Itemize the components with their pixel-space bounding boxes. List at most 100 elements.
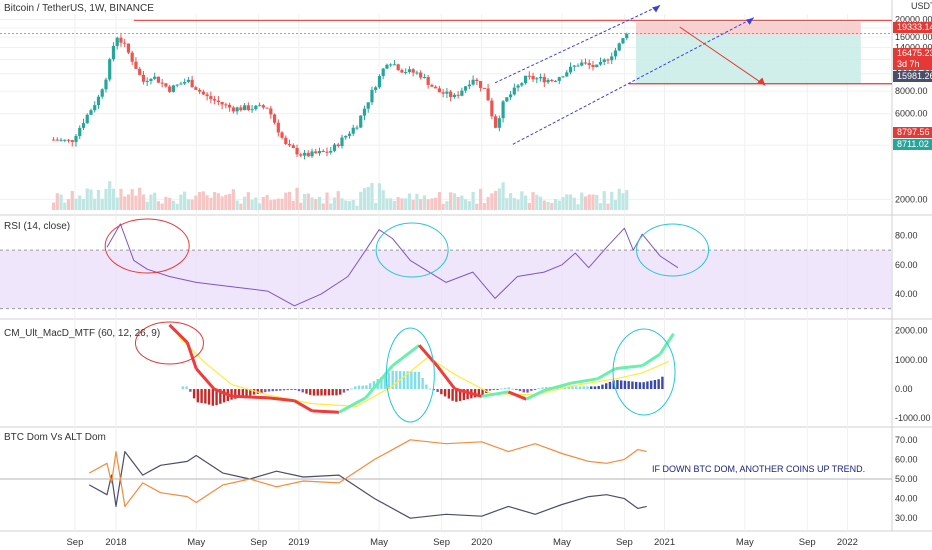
dominance-pane bbox=[0, 439, 892, 519]
volume-bar bbox=[486, 197, 490, 210]
candle-body bbox=[422, 77, 427, 79]
candle-body bbox=[168, 86, 172, 92]
volume-bar bbox=[306, 193, 310, 210]
volume-bar bbox=[523, 195, 528, 210]
candle-body bbox=[366, 102, 370, 109]
volume-bar bbox=[134, 195, 138, 210]
macd-histogram-bar bbox=[320, 389, 323, 396]
macd-histogram-bar bbox=[425, 384, 428, 390]
volume-bar bbox=[276, 198, 280, 210]
price-tag-bg bbox=[893, 22, 932, 33]
macd-histogram-bar bbox=[661, 376, 664, 390]
price-tag-bg bbox=[893, 127, 932, 138]
volume-bar bbox=[475, 203, 479, 210]
macd-histogram-bar bbox=[616, 380, 619, 390]
candle-body bbox=[411, 69, 415, 73]
candle-body bbox=[370, 90, 374, 103]
volume-bar bbox=[449, 192, 453, 210]
volume-bar bbox=[482, 203, 486, 210]
macd-histogram-bar bbox=[222, 389, 226, 403]
macd-histogram-bar bbox=[327, 389, 331, 396]
volume-bar bbox=[183, 191, 187, 210]
macd-histogram-bar bbox=[522, 389, 525, 393]
candle-body bbox=[108, 59, 112, 80]
price-tick-label: 6000.00 bbox=[895, 109, 928, 119]
macd-histogram-bar bbox=[530, 389, 533, 391]
volume-bar bbox=[415, 193, 419, 210]
volume-bar bbox=[336, 191, 340, 210]
volume-bar bbox=[553, 199, 558, 210]
macd-histogram-bar bbox=[612, 380, 615, 390]
x-tick-label: May bbox=[370, 537, 388, 548]
macd-histogram-bar bbox=[631, 381, 634, 390]
macd-histogram-bar bbox=[353, 386, 357, 390]
macd-histogram-bar bbox=[533, 389, 537, 391]
volume-bar bbox=[400, 198, 404, 210]
volume-bar bbox=[591, 194, 595, 210]
macd-histogram-bar bbox=[634, 381, 638, 390]
candle-body bbox=[242, 105, 247, 111]
macd-histogram-bar bbox=[305, 389, 308, 394]
candle-body bbox=[115, 37, 119, 46]
price-tag-label: 16475.23 bbox=[897, 48, 932, 58]
volume-bar bbox=[291, 201, 295, 210]
macd-histogram-bar bbox=[368, 383, 372, 390]
macd-histogram-bar bbox=[309, 389, 312, 395]
volume-bar bbox=[490, 193, 494, 210]
x-tick-label: Sep bbox=[250, 537, 267, 548]
macd-line-falling bbox=[213, 387, 233, 398]
macd-histogram-bar bbox=[279, 389, 282, 391]
candle-body bbox=[486, 88, 490, 101]
macd-histogram-bar bbox=[256, 389, 259, 394]
candle-body bbox=[138, 68, 142, 75]
x-tick-label: Sep bbox=[799, 537, 816, 548]
macd-histogram-bar bbox=[192, 389, 196, 399]
volume-bar bbox=[74, 198, 78, 210]
candle-body bbox=[385, 64, 389, 69]
volume-bar bbox=[535, 194, 539, 210]
volume-bar bbox=[344, 200, 348, 210]
volume-bar bbox=[280, 198, 284, 210]
volume-bar bbox=[205, 195, 209, 210]
volume-bar bbox=[70, 190, 74, 210]
macd-histogram-bar bbox=[249, 389, 252, 396]
candle-body bbox=[493, 116, 498, 128]
candle-body bbox=[359, 115, 363, 128]
volume-bar bbox=[583, 196, 588, 210]
volume-bar bbox=[598, 203, 603, 210]
macd-histogram-bar bbox=[342, 389, 346, 393]
volume-bar bbox=[85, 188, 89, 210]
macd-histogram-bar bbox=[402, 371, 406, 390]
macd-tick-label: 1000.00 bbox=[895, 355, 928, 365]
volume-bar bbox=[587, 194, 591, 210]
macd-histogram-bar bbox=[503, 387, 507, 390]
dominance-series-line bbox=[88, 451, 647, 519]
candle-body bbox=[602, 59, 606, 63]
volume-bar bbox=[190, 199, 194, 210]
macd-histogram-bar bbox=[578, 386, 582, 390]
volume-bar bbox=[59, 194, 63, 210]
volume-bar bbox=[456, 196, 460, 210]
rsi-tick-label: 60.00 bbox=[895, 260, 918, 270]
rsi-circle-annotation bbox=[636, 223, 710, 277]
x-tick-label: Sep bbox=[66, 537, 83, 548]
candle-body bbox=[272, 114, 277, 123]
macd-histogram-bar bbox=[410, 371, 413, 390]
macd-histogram-bar bbox=[590, 386, 593, 390]
volume-bar bbox=[242, 196, 247, 210]
macd-histogram-bar bbox=[264, 389, 267, 393]
volume-bar bbox=[179, 194, 183, 210]
volume-bar bbox=[269, 200, 273, 210]
volume-bar bbox=[366, 186, 370, 210]
volume-bar bbox=[355, 205, 359, 210]
price-tag-bg bbox=[893, 48, 932, 59]
candle-body bbox=[527, 75, 531, 77]
candle-body bbox=[340, 137, 344, 147]
volume-bar bbox=[160, 203, 164, 210]
macd-circle-annotation bbox=[612, 328, 676, 416]
volume-bar bbox=[119, 188, 123, 210]
macd-histogram-bar bbox=[207, 389, 211, 405]
macd-histogram-bar bbox=[436, 389, 439, 392]
volume-bar bbox=[254, 197, 258, 210]
